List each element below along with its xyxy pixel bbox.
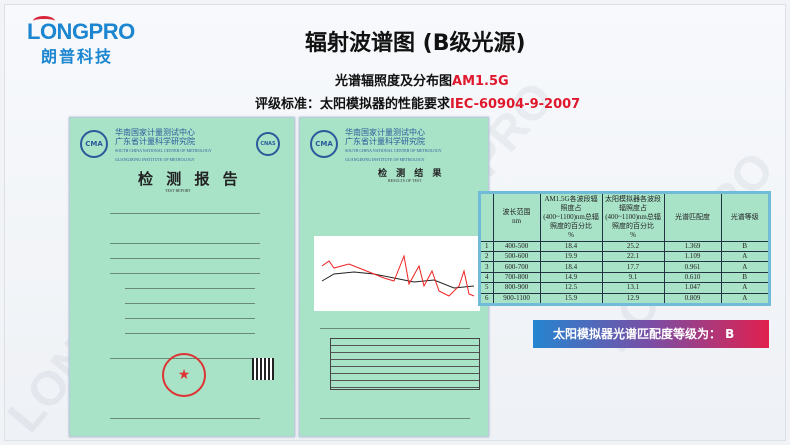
spectrum-chart-image [314, 236, 480, 311]
table-row: 2 500-600 19.9 22.1 1.109 A [479, 251, 771, 263]
table-cell: 700-800 [492, 271, 541, 284]
table-cell: 600-700 [492, 261, 541, 273]
table-cell: 18.4 [539, 261, 603, 273]
table-cell: 5 [479, 282, 494, 294]
test-report-image: CMA 华南国家计量测试中心 广东省计量科学研究院 SOUTH CHINA NATI… [69, 117, 295, 437]
cma-logo-icon: CMA [310, 130, 338, 158]
spectral-match-table: 波长范围 nm AM1.5G各波段辐照度占(400~1100)nm总辐照度的百分… [478, 191, 771, 306]
table-cell: A [720, 292, 771, 306]
table-cell: 9.1 [601, 271, 665, 284]
table-cell: 0.809 [663, 292, 722, 306]
seal-stamp-icon: ★ [162, 353, 206, 397]
header-am15g-percent: AM1.5G各波段辐照度占(400~1100)nm总辐照度的百分比 % [539, 192, 603, 242]
page-title: 辐射波谱图 (B级光源) [305, 31, 526, 56]
table-cell: 1.369 [663, 240, 722, 253]
slide: LONGPRO LONGPRO LONGPRO LONGPRO 朗普科技 辐射波… [0, 4, 786, 442]
table-cell: 0.610 [663, 271, 722, 284]
qr-code-icon [252, 358, 274, 380]
test-results-image: CMA 华南国家计量测试中心 广东省计量科学研究院 SOUTH CHINA NATI… [299, 117, 489, 437]
logo: LONGPRO 朗普科技 [27, 16, 137, 67]
table-cell: 2 [479, 251, 494, 263]
table-cell: 22.1 [601, 251, 665, 263]
table-cell: 19.9 [539, 251, 603, 263]
table-cell: A [720, 282, 771, 294]
doc-subtitle: RESULTS OF TEST [388, 178, 422, 183]
table-cell: 0.961 [663, 261, 722, 273]
logo-arc-icon [33, 16, 55, 26]
table-cell: 6 [479, 292, 494, 306]
logo-cn: 朗普科技 [41, 47, 114, 66]
subtitle-2: 评级标准：太阳模拟器的性能要求IEC-60904-9-2007 [255, 97, 581, 112]
subtitle-1: 光谱辐照度及分布图AM1.5G [335, 74, 509, 89]
table-cell: 400-500 [492, 240, 541, 253]
doc-title: 检 测 报 告 [138, 170, 242, 188]
doc-header: 华南国家计量测试中心 广东省计量科学研究院 SOUTH CHINA NATIONAL… [115, 128, 212, 162]
classification-banner: 太阳模拟器光谱匹配度等级为： B [533, 320, 769, 348]
table-cell: 14.9 [539, 271, 603, 284]
cma-logo-icon: CMA [80, 130, 108, 158]
table-cell: 13.1 [601, 282, 665, 294]
doc-subtitle: TEST REPORT [165, 188, 191, 193]
header-match: 光谱匹配度 [663, 192, 722, 242]
header-simulator-percent: 太阳模拟器各波段辐照度占(400~1100)nm总辐照度的百分比 % [601, 192, 665, 242]
table-cell: 17.7 [601, 261, 665, 273]
table-cell: 25.2 [601, 240, 665, 253]
table-cell: B [720, 271, 771, 284]
table-cell: 12.9 [601, 292, 665, 306]
table-cell: 900-1100 [492, 292, 541, 306]
table-cell: 4 [479, 271, 494, 284]
table-cell: 800-900 [492, 282, 541, 294]
doc-title: 检 测 结 果 [378, 169, 445, 179]
table-cell: A [720, 261, 771, 273]
table-header-row: 波长范围 nm AM1.5G各波段辐照度占(400~1100)nm总辐照度的百分… [479, 192, 771, 242]
table-cell: 12.5 [539, 282, 603, 294]
header-index [479, 192, 494, 242]
doc-header: 华南国家计量测试中心 广东省计量科学研究院 SOUTH CHINA NATIONAL… [345, 128, 442, 162]
doc-table-image [330, 338, 480, 390]
header-wavelength: 波长范围 nm [492, 192, 541, 242]
table-cell: A [720, 251, 771, 263]
table-cell: 18.4 [539, 240, 603, 253]
table-cell: 1.047 [663, 282, 722, 294]
table-row: 3 600-700 18.4 17.7 0.961 A [479, 261, 771, 273]
table-cell: B [720, 240, 771, 253]
table-cell: 1.109 [663, 251, 722, 263]
table-row: 4 700-800 14.9 9.1 0.610 B [479, 271, 771, 284]
header-class: 光谱等级 [720, 192, 771, 242]
table-cell: 15.9 [539, 292, 603, 306]
table-cell: 1 [479, 240, 494, 253]
table-row: 6 900-1100 15.9 12.9 0.809 A [479, 292, 771, 306]
table-cell: 500-600 [492, 251, 541, 263]
table-row: 5 800-900 12.5 13.1 1.047 A [479, 282, 771, 294]
table-row: 1 400-500 18.4 25.2 1.369 B [479, 240, 771, 253]
table-cell: 3 [479, 261, 494, 273]
cnas-logo-icon: CNAS [256, 132, 280, 156]
